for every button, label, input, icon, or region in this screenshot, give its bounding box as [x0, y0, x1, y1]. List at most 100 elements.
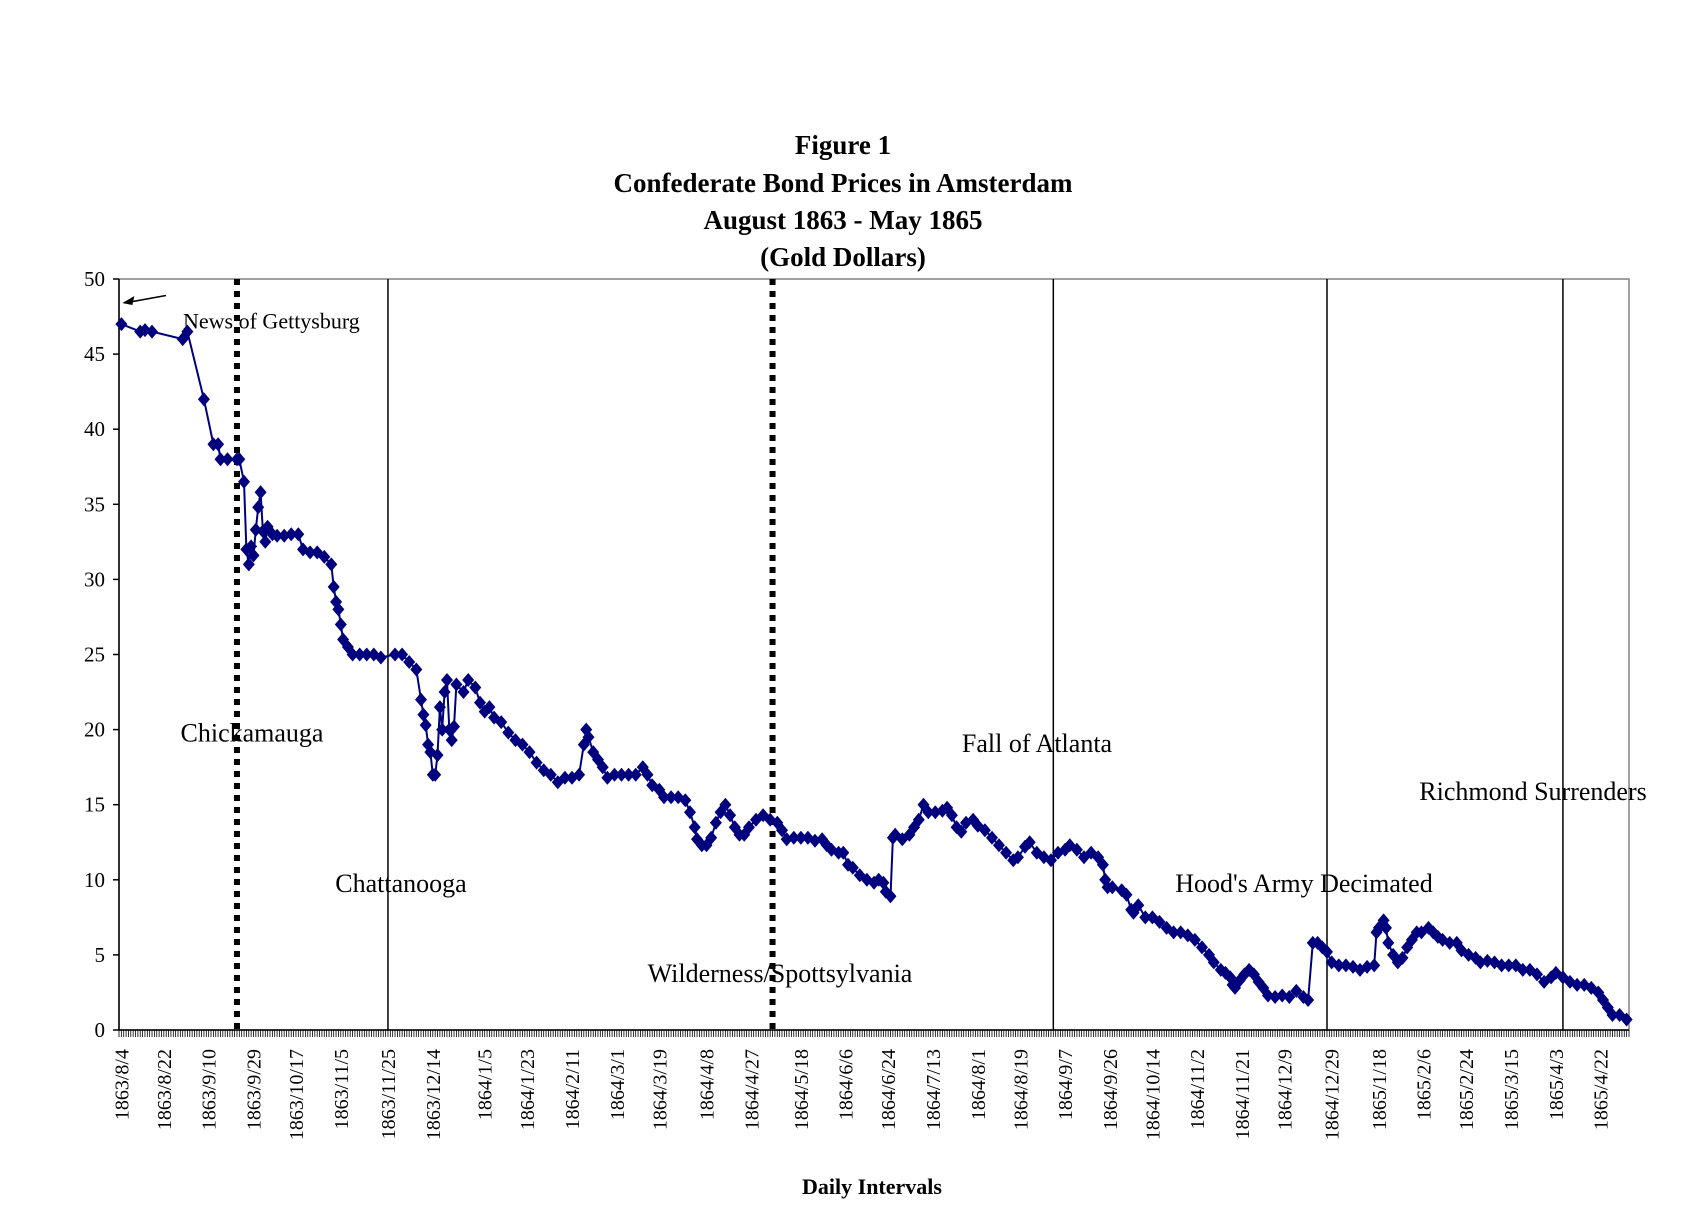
data-point — [1000, 845, 1013, 860]
data-point — [374, 650, 387, 665]
data-point — [1332, 958, 1345, 973]
data-point — [516, 737, 529, 752]
data-point — [285, 527, 298, 542]
data-point — [1321, 944, 1333, 959]
title-line-3: August 1863 - May 1865 — [703, 205, 982, 235]
data-point — [794, 830, 807, 845]
data-point — [474, 695, 486, 710]
event-label: Richmond Surrenders — [1419, 777, 1646, 806]
x-tick-label: 1864/5/18 — [791, 1049, 813, 1130]
data-point — [705, 830, 718, 845]
data-point — [1106, 880, 1119, 895]
x-tick-label: 1864/3/1 — [607, 1049, 629, 1120]
title-line-2: Confederate Bond Prices in Amsterdam — [614, 168, 1073, 198]
x-tick-label: 1865/3/15 — [1501, 1049, 1523, 1130]
x-tick-label: 1864/9/26 — [1100, 1049, 1122, 1130]
x-tick-label: 1864/11/2 — [1187, 1049, 1209, 1129]
data-point — [445, 733, 458, 748]
data-point — [993, 838, 1005, 853]
data-point — [1380, 920, 1392, 935]
data-point — [242, 557, 255, 572]
data-point — [327, 579, 340, 594]
data-point — [325, 557, 338, 572]
x-tick-label: 1864/3/19 — [649, 1049, 671, 1130]
data-point — [684, 805, 696, 820]
data-point — [986, 830, 998, 845]
event-markers: News of Gettysburg Chickamauga Chattanooga… — [122, 279, 1647, 1030]
x-tick-label: 1865/4/3 — [1546, 1049, 1568, 1120]
data-point — [292, 527, 305, 542]
data-point — [1302, 993, 1315, 1007]
data-point — [709, 815, 722, 830]
data-point — [912, 812, 925, 827]
series-line — [121, 323, 1628, 1021]
data-point — [743, 820, 755, 835]
x-tick-label: 1865/4/22 — [1591, 1049, 1613, 1130]
data-point — [429, 767, 442, 782]
data-point — [389, 647, 401, 662]
data-point — [1096, 857, 1109, 872]
title-line-4: (Gold Dollars) — [760, 242, 926, 272]
data-point — [396, 647, 409, 662]
y-tick-label: 10 — [84, 868, 105, 892]
data-point — [438, 685, 451, 699]
event-label: Chickamauga — [181, 719, 324, 748]
data-point — [719, 797, 732, 812]
data-point — [1516, 962, 1529, 977]
x-tick-label: 1863/8/22 — [154, 1049, 176, 1130]
y-tick-label: 5 — [95, 943, 106, 967]
y-tick-label: 15 — [84, 793, 105, 817]
data-point — [457, 685, 470, 699]
y-tick-label: 35 — [84, 492, 105, 516]
data-point — [304, 545, 317, 560]
y-tick-label: 30 — [84, 567, 105, 591]
data-point — [688, 820, 701, 835]
chart-title: Figure 1 Confederate Bond Prices in Amst… — [614, 130, 1073, 272]
x-tick-label: 1864/4/8 — [696, 1049, 718, 1120]
axis-ticks: 0 5 10 15 20 25 30 35 40 45 50 1863/8/4 1863/8/22 186… — [84, 267, 1630, 1140]
x-tick-label: 1863/11/25 — [378, 1049, 400, 1139]
x-axis-label: Daily Intervals — [802, 1174, 942, 1199]
event-label: Wilderness/Spottsylvania — [648, 959, 913, 988]
data-point — [1290, 983, 1303, 998]
data-point — [1070, 842, 1083, 857]
data-point — [846, 860, 859, 875]
data-point — [544, 767, 557, 782]
data-point — [922, 805, 935, 820]
data-point — [254, 485, 267, 500]
data-point — [502, 725, 515, 740]
x-tick-label: 1863/9/10 — [199, 1049, 221, 1130]
x-tick-label: 1864/8/19 — [1010, 1049, 1032, 1130]
data-point — [353, 647, 366, 662]
data-point — [530, 755, 543, 770]
x-tick-label: 1864/4/27 — [741, 1049, 763, 1130]
x-tick-label: 1864/6/24 — [878, 1049, 900, 1130]
y-tick-label: 25 — [84, 643, 105, 667]
data-point — [622, 767, 635, 782]
y-tick-label: 0 — [95, 1018, 106, 1042]
data-point — [238, 474, 250, 489]
x-tick-label: 1864/8/1 — [968, 1049, 990, 1120]
data-point — [332, 602, 345, 617]
data-point — [1132, 898, 1145, 913]
data-point — [346, 647, 359, 662]
data-point — [1620, 1012, 1633, 1027]
x-tick-label: 1864/9/7 — [1055, 1049, 1077, 1120]
data-point — [582, 730, 595, 745]
data-point — [1120, 887, 1133, 902]
data-point — [417, 707, 430, 722]
data-point — [197, 392, 210, 407]
x-tick-label: 1863/10/17 — [286, 1049, 308, 1140]
data-point — [1153, 914, 1166, 929]
data-point — [360, 647, 373, 662]
x-tick-label: 1863/9/29 — [243, 1049, 265, 1130]
data-point — [1283, 990, 1296, 1004]
x-tick-label: 1864/11/21 — [1232, 1049, 1254, 1139]
data-point — [1495, 958, 1508, 973]
data-point — [436, 722, 449, 737]
data-point — [419, 718, 432, 733]
x-tick-label: 1864/6/6 — [836, 1049, 858, 1120]
data-point — [1207, 955, 1220, 970]
data-point — [146, 324, 158, 339]
